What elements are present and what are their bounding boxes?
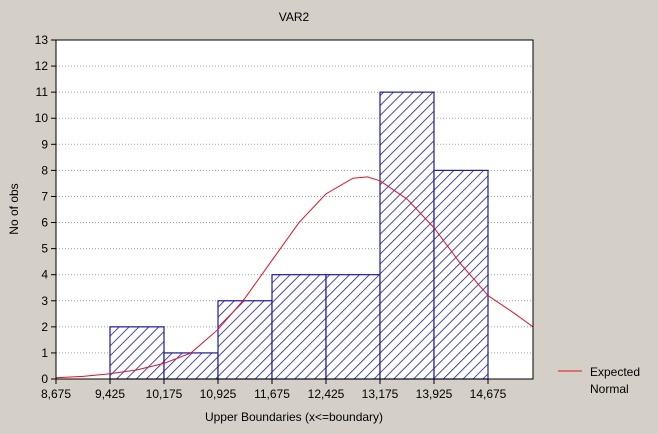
y-tick-label: 5 bbox=[41, 242, 48, 256]
y-tick-label: 2 bbox=[41, 320, 48, 334]
histogram-bar bbox=[163, 352, 219, 380]
x-tick-label: 10,925 bbox=[200, 387, 237, 401]
legend-label-line2: Normal bbox=[590, 382, 629, 396]
x-tick-label: 13,175 bbox=[362, 387, 399, 401]
y-tick-label: 0 bbox=[41, 372, 48, 386]
y-tick-label: 10 bbox=[35, 111, 49, 125]
x-tick-label: 14,675 bbox=[470, 387, 507, 401]
histogram-bar bbox=[217, 300, 273, 380]
x-tick-label: 8,675 bbox=[41, 387, 71, 401]
y-tick-label: 6 bbox=[41, 216, 48, 230]
legend: Expected Normal bbox=[558, 365, 640, 396]
y-tick-label: 12 bbox=[35, 59, 49, 73]
y-tick-label: 13 bbox=[35, 33, 49, 47]
histogram-bar bbox=[379, 91, 435, 380]
x-axis-ticks: 8,675 9,425 10,175 10,925 11,675 12,425 13,175… bbox=[41, 379, 507, 401]
x-tick-label: 13,925 bbox=[416, 387, 453, 401]
x-tick-label: 10,175 bbox=[146, 387, 183, 401]
y-tick-label: 4 bbox=[41, 268, 48, 282]
y-axis-label: No of obs bbox=[7, 183, 21, 234]
x-tick-label: 9,425 bbox=[95, 387, 125, 401]
y-tick-label: 1 bbox=[41, 346, 48, 360]
histogram-bar bbox=[109, 326, 165, 380]
plot-border bbox=[55, 39, 534, 380]
expected-normal-curve bbox=[55, 176, 534, 379]
histogram-bar bbox=[325, 274, 381, 380]
x-axis-label: Upper Boundaries (x<=boundary) bbox=[205, 410, 383, 424]
x-tick-label: 12,425 bbox=[308, 387, 345, 401]
y-tick-label: 3 bbox=[41, 294, 48, 308]
histogram-bar bbox=[271, 274, 327, 380]
y-tick-label: 8 bbox=[41, 163, 48, 177]
legend-label-line1: Expected bbox=[590, 365, 640, 379]
y-tick-label: 7 bbox=[41, 189, 48, 203]
histogram-bar bbox=[433, 169, 489, 380]
histogram-bars bbox=[109, 91, 489, 380]
y-tick-label: 11 bbox=[36, 85, 49, 99]
x-tick-label: 11,675 bbox=[254, 387, 290, 401]
chart-title: VAR2 bbox=[279, 10, 310, 24]
y-tick-label: 9 bbox=[41, 137, 48, 151]
